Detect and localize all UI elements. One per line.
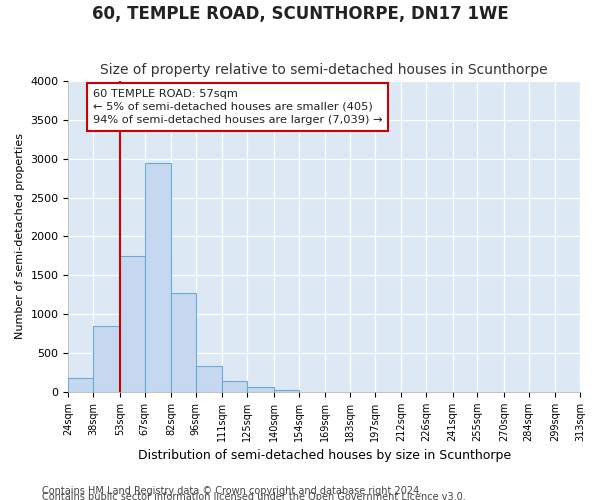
Text: 60, TEMPLE ROAD, SCUNTHORPE, DN17 1WE: 60, TEMPLE ROAD, SCUNTHORPE, DN17 1WE	[92, 5, 508, 23]
Text: Contains HM Land Registry data © Crown copyright and database right 2024.: Contains HM Land Registry data © Crown c…	[42, 486, 422, 496]
Bar	[274, 390, 299, 392]
Text: Contains public sector information licensed under the Open Government Licence v3: Contains public sector information licen…	[42, 492, 466, 500]
Bar	[171, 293, 196, 392]
Bar	[120, 256, 145, 392]
Title: Size of property relative to semi-detached houses in Scunthorpe: Size of property relative to semi-detach…	[100, 63, 548, 77]
Bar	[68, 378, 93, 392]
Bar	[223, 381, 247, 392]
Bar	[196, 366, 223, 392]
Y-axis label: Number of semi-detached properties: Number of semi-detached properties	[15, 134, 25, 340]
Bar	[247, 388, 274, 392]
Bar	[93, 326, 120, 392]
Bar	[145, 162, 171, 392]
Text: 60 TEMPLE ROAD: 57sqm
← 5% of semi-detached houses are smaller (405)
94% of semi: 60 TEMPLE ROAD: 57sqm ← 5% of semi-detac…	[93, 88, 383, 125]
X-axis label: Distribution of semi-detached houses by size in Scunthorpe: Distribution of semi-detached houses by …	[137, 450, 511, 462]
